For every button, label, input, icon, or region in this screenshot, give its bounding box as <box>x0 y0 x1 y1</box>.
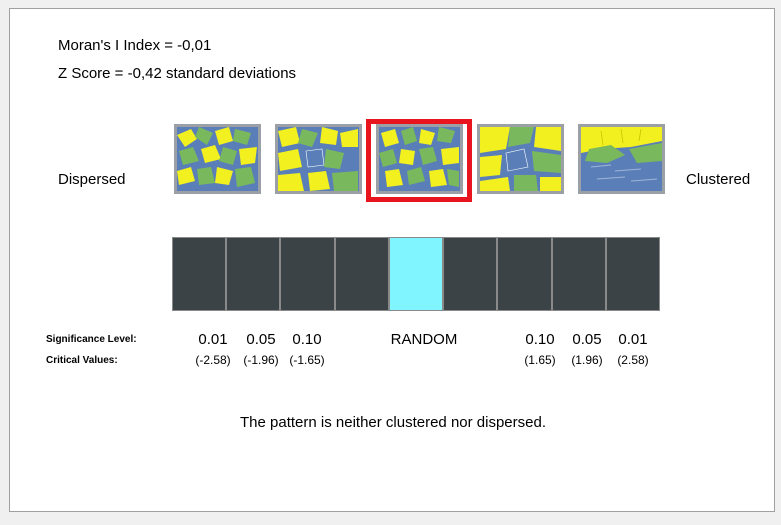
dispersed-pattern-image <box>174 124 261 194</box>
random-label: RANDOM <box>390 331 458 348</box>
critical-value: (1.65) <box>524 353 556 367</box>
significance-level-value: 0.05 <box>572 331 602 348</box>
bin-clustered-010 <box>498 238 551 310</box>
critical-values-label: Critical Values: <box>46 355 118 366</box>
dispersed-lean-pattern-image <box>275 124 362 194</box>
bin-dispersed-005 <box>227 238 280 310</box>
bin-dispersed-010 <box>281 238 334 310</box>
significance-level-value: 0.10 <box>292 331 322 348</box>
clustered-pattern-image <box>578 124 665 194</box>
significance-level-value: 0.10 <box>525 331 555 348</box>
bin-random-right <box>444 238 497 310</box>
dispersed-label: Dispersed <box>58 171 126 188</box>
significance-level-label: Significance Level: <box>46 334 137 345</box>
critical-value: (1.96) <box>571 353 603 367</box>
spatial-autocorrelation-report: Moran's I Index = -0,01 Z Score = -0,42 … <box>9 8 775 512</box>
bin-random-active <box>389 238 443 310</box>
critical-value: (2.58) <box>617 353 649 367</box>
bin-dispersed-001 <box>173 238 226 310</box>
critical-value: (-1.65) <box>289 353 325 367</box>
significance-level-value: 0.05 <box>246 331 276 348</box>
bin-clustered-001 <box>606 238 659 310</box>
bin-random-left <box>335 238 388 310</box>
z-score: Z Score = -0,42 standard deviations <box>58 65 297 82</box>
critical-value: (-1.96) <box>243 353 279 367</box>
critical-value: (-2.58) <box>195 353 231 367</box>
significance-scale-bar <box>172 237 660 311</box>
clustered-lean-pattern-image <box>477 124 564 194</box>
significance-level-value: 0.01 <box>618 331 648 348</box>
morans-i-index: Moran's I Index = -0,01 <box>58 37 212 54</box>
selected-pattern-highlight <box>366 119 472 202</box>
significance-level-value: 0.01 <box>198 331 228 348</box>
bin-clustered-005 <box>552 238 605 310</box>
result-verdict: The pattern is neither clustered nor dis… <box>240 414 546 431</box>
random-pattern-image <box>376 124 463 194</box>
clustered-label: Clustered <box>686 171 751 188</box>
